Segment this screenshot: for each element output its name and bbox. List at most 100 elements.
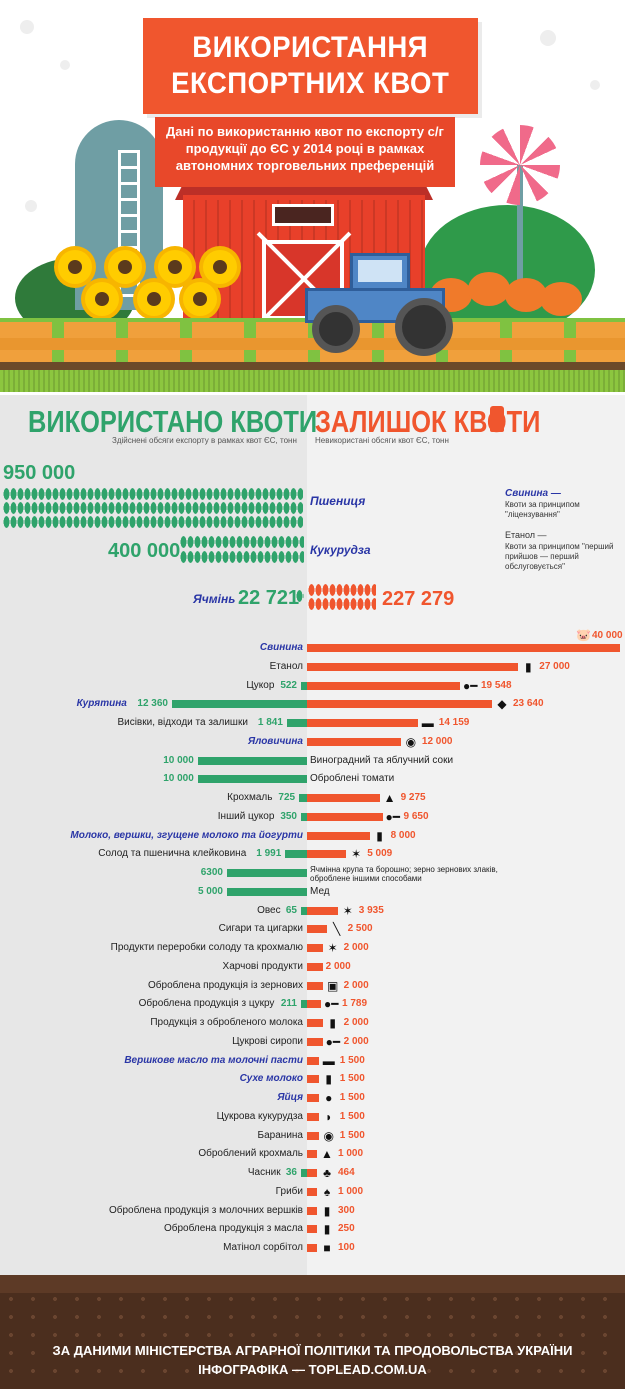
quota-row: Цукрова кукурудза ◗ 1 500 [0, 1109, 625, 1125]
remaining-value: 1 500 [339, 1055, 365, 1066]
sunflower-icon [108, 250, 142, 284]
remaining-bar [307, 1188, 317, 1196]
used-bar [301, 1000, 307, 1008]
used-value: 10 000 [163, 755, 194, 766]
grass-texture [0, 370, 625, 392]
remaining-bar [307, 982, 323, 990]
remaining-bar [307, 663, 519, 671]
barley-label: Ячмінь [193, 592, 236, 606]
remaining-value: 23 640 [512, 698, 544, 709]
used-value: 211 [280, 998, 297, 1009]
remaining-value: 2 000 [343, 980, 369, 991]
remaining-bar [307, 644, 620, 652]
quota-label: Ячмінна крупа та борошно; зерно зернових… [310, 865, 498, 883]
remaining-bar [307, 719, 418, 727]
tractor-wheel [395, 298, 453, 356]
quota-label: Оброблена продукція з молочних вершків [108, 1205, 303, 1216]
used-bar [227, 869, 307, 877]
quota-row: Цукрові сиропи ●━ 2 000 [0, 1034, 625, 1050]
tractor-window [358, 260, 402, 282]
quota-label: Яловичина [247, 736, 303, 747]
chicken-icon: ◆ [497, 697, 507, 711]
corn-label: Кукурудза [310, 543, 371, 557]
footer-credit: ІНФОГРАФІКА — TOPLEAD.COM.UA [198, 1362, 427, 1377]
used-quota-subheading: Здійснені обсяги експорту в рамках квот … [112, 436, 297, 445]
fence-board [0, 338, 625, 350]
remaining-bar [307, 700, 492, 708]
remaining-value: 1 500 [339, 1092, 365, 1103]
used-bar [285, 850, 307, 858]
remaining-value: 250 [338, 1223, 355, 1234]
used-quota-heading: ВИКОРИСТАНО КВОТИ [28, 404, 318, 439]
quota-label: Мед [310, 886, 330, 897]
remaining-bar [307, 1244, 317, 1252]
remaining-bar [307, 944, 323, 952]
bottle-icon: ▮ [524, 660, 532, 674]
used-bar [197, 775, 307, 783]
sack-icon: ▲ [321, 1147, 333, 1161]
used-bar [227, 888, 307, 896]
spoon-icon: ●━ [323, 997, 339, 1011]
jar-icon: ▣ [326, 979, 339, 993]
remaining-bar [307, 850, 347, 858]
cow-icon: ◉ [405, 735, 417, 749]
remaining-value: 1 500 [339, 1073, 365, 1084]
pork-legend-title: Свинина — [505, 488, 561, 499]
quota-row: Вершкове масло та молочні пасти ▬ 1 500 [0, 1053, 625, 1069]
quota-row: Оброблена продукція із зернових ▣ 2 000 [0, 978, 625, 994]
quota-row: 36 Часник ♣ 464 [0, 1165, 625, 1181]
corn-value: 400 000 [108, 540, 181, 562]
quota-row: 1 991 Солод та пшенична клейковина ✶ 5 009 [0, 846, 625, 862]
sack-icon: ▲ [383, 791, 396, 805]
quota-label: Молоко, вершки, згущене молоко та йогурт… [70, 830, 303, 841]
used-bar [301, 907, 307, 915]
remaining-bar [307, 1057, 319, 1065]
header-illustration: ВИКОРИСТАННЯ ЕКСПОРТНИХ КВОТ Дані по вик… [0, 0, 625, 395]
remaining-bar [307, 813, 383, 821]
ground [0, 362, 625, 370]
used-value: 6300 [200, 867, 223, 878]
remaining-bar [307, 1113, 319, 1121]
barn-window [272, 204, 334, 226]
quota-label: Баранина [257, 1130, 303, 1141]
corn-grain-row [180, 551, 304, 563]
footer-texture [0, 1290, 625, 1380]
remaining-value: 9 275 [400, 792, 426, 803]
remaining-bar [307, 1000, 321, 1008]
used-value: 10 000 [163, 773, 194, 784]
bottle-icon: ▮ [323, 1204, 331, 1218]
ethanol-legend-text: Квоти за принципом "перший прийшов — пер… [505, 542, 614, 571]
mushroom-icon: ♠ [323, 1185, 331, 1199]
footer-edge [0, 1275, 625, 1293]
remaining-value: 3 935 [358, 905, 384, 916]
quota-label: Матінол сорбітол [223, 1242, 303, 1253]
spoon-icon: ●━ [385, 810, 400, 824]
quota-label: Харчові продукти [222, 961, 303, 972]
spoon-icon: ●━ [325, 1035, 341, 1049]
used-bar [301, 813, 307, 821]
remaining-bar [307, 1225, 317, 1233]
used-value: 725 [278, 792, 296, 803]
quota-row: 10 000 Оброблені томати [0, 771, 625, 787]
remaining-value: 2 000 [343, 1017, 369, 1028]
quota-label: Інший цукор [217, 811, 275, 822]
quota-row: Продукція з обробленого молока ▮ 2 000 [0, 1015, 625, 1031]
quota-row: Сухе молоко ▮ 1 500 [0, 1071, 625, 1087]
used-value: 65 [285, 905, 297, 916]
bottle-icon [490, 406, 504, 432]
used-bar [301, 682, 307, 690]
remaining-bar [307, 1075, 319, 1083]
box-icon: ■ [323, 1241, 331, 1255]
quota-row: 350 Інший цукор ●━ 9 650 [0, 809, 625, 825]
spoon-icon: ●━ [462, 679, 478, 693]
remaining-bar [307, 794, 380, 802]
remaining-bar [307, 738, 401, 746]
remaining-value: 19 548 [480, 680, 512, 691]
pork-legend-text: Квоти за принципом "ліцензування" [505, 500, 580, 519]
corn-icon: ◗ [325, 1110, 333, 1124]
sheep-icon: ◉ [323, 1129, 334, 1143]
remaining-value: 1 500 [339, 1111, 365, 1122]
quota-label: Солод та пшенична клейковина [98, 848, 247, 859]
remaining-quota-subheading: Невикористані обсяги квот ЄС, тонн [315, 436, 449, 445]
quota-label: Оброблені томати [310, 773, 395, 784]
